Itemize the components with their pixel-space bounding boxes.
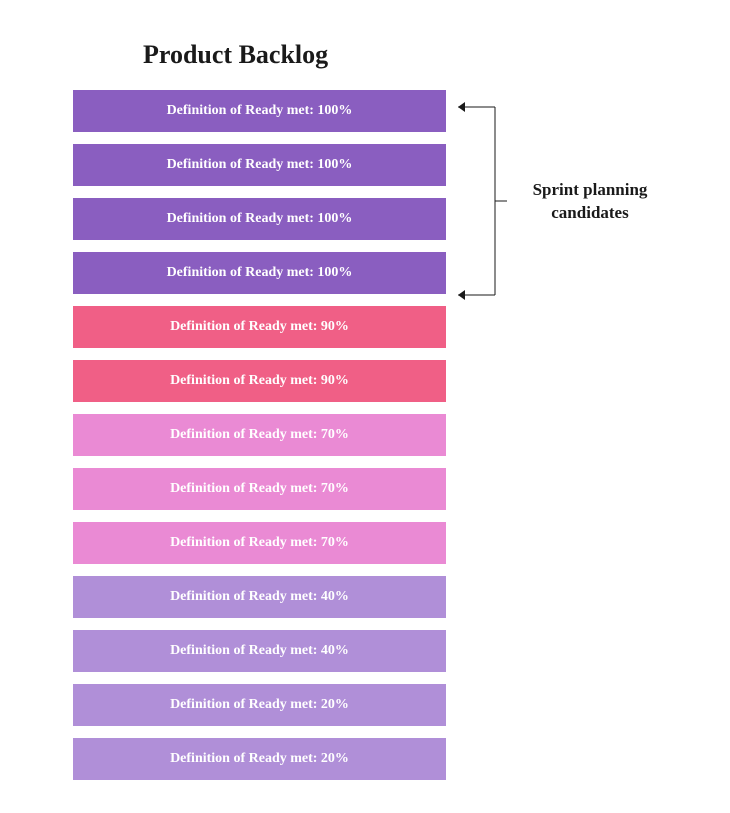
annotation-line2: candidates [551,203,628,222]
backlog-item-label: Definition of Ready met: 100% [167,265,353,281]
backlog-item: Definition of Ready met: 100% [73,198,446,240]
backlog-item: Definition of Ready met: 90% [73,306,446,348]
backlog-item: Definition of Ready met: 100% [73,144,446,186]
backlog-item-label: Definition of Ready met: 100% [167,103,353,119]
backlog-item-label: Definition of Ready met: 20% [170,697,349,713]
backlog-item-label: Definition of Ready met: 70% [170,535,349,551]
backlog-item-label: Definition of Ready met: 20% [170,751,349,767]
page-title: Product Backlog [143,40,730,70]
backlog-item: Definition of Ready met: 20% [73,684,446,726]
backlog-item: Definition of Ready met: 40% [73,576,446,618]
backlog-item: Definition of Ready met: 20% [73,738,446,780]
backlog-item-label: Definition of Ready met: 40% [170,589,349,605]
backlog-item-label: Definition of Ready met: 100% [167,157,353,173]
diagram-container: Product Backlog Definition of Ready met:… [0,0,730,813]
backlog-item-label: Definition of Ready met: 90% [170,373,349,389]
annotation-line1: Sprint planning [533,180,648,199]
annotation-label: Sprint planning candidates [510,179,670,225]
backlog-item: Definition of Ready met: 70% [73,414,446,456]
backlog-item: Definition of Ready met: 40% [73,630,446,672]
backlog-column: Definition of Ready met: 100% Definition … [73,90,446,780]
backlog-item-label: Definition of Ready met: 70% [170,481,349,497]
backlog-item: Definition of Ready met: 100% [73,90,446,132]
backlog-item-label: Definition of Ready met: 70% [170,427,349,443]
backlog-item: Definition of Ready met: 70% [73,522,446,564]
backlog-item-label: Definition of Ready met: 40% [170,643,349,659]
backlog-item-label: Definition of Ready met: 90% [170,319,349,335]
backlog-item: Definition of Ready met: 70% [73,468,446,510]
backlog-item: Definition of Ready met: 90% [73,360,446,402]
backlog-item-label: Definition of Ready met: 100% [167,211,353,227]
backlog-item: Definition of Ready met: 100% [73,252,446,294]
bracket [450,99,510,315]
